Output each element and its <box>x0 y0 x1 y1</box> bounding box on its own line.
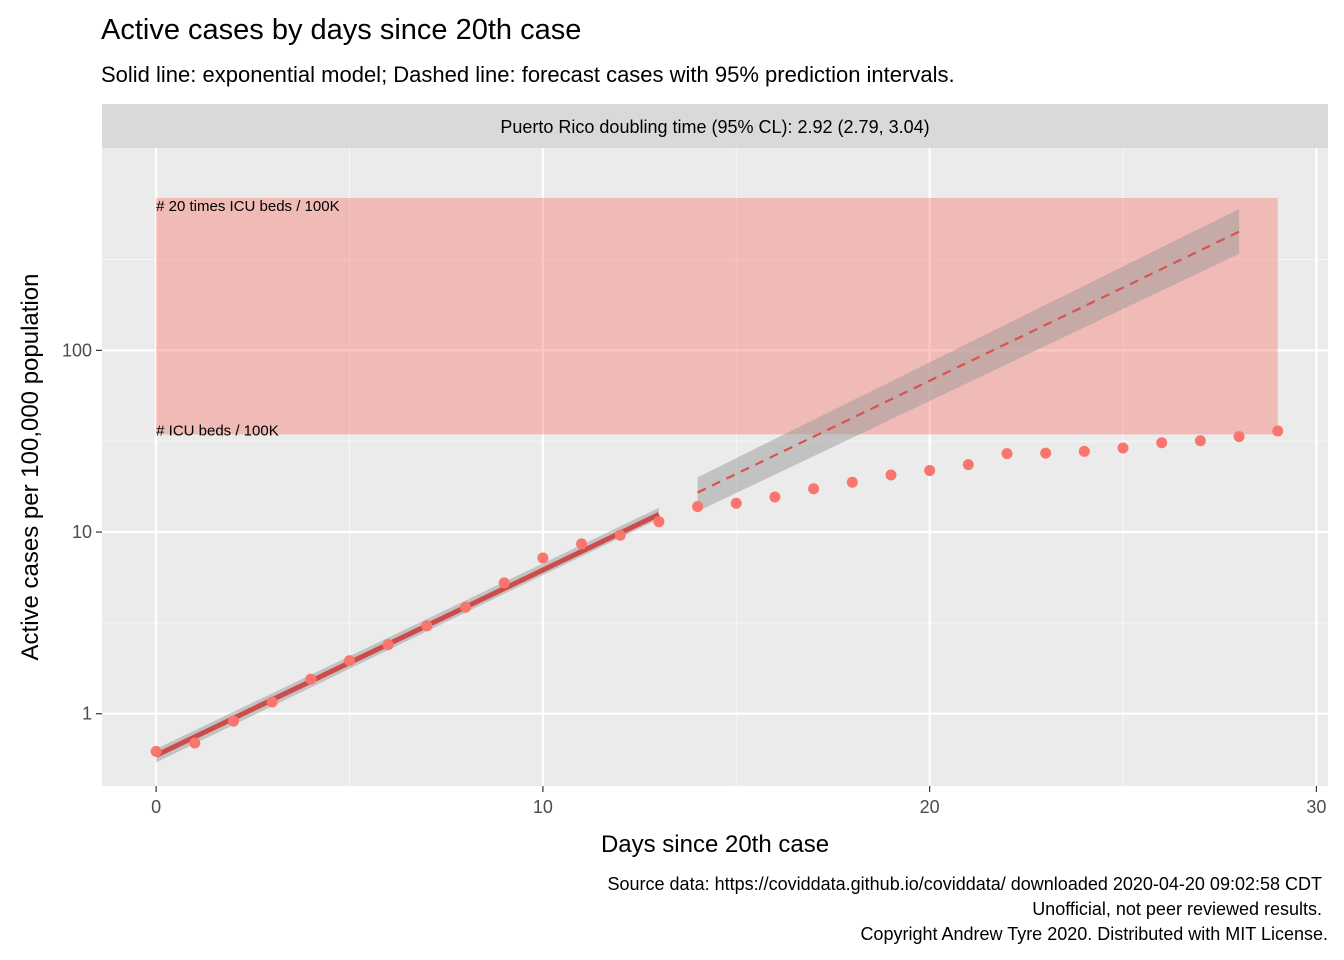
data-point <box>924 465 936 477</box>
data-point <box>421 620 433 632</box>
data-point <box>227 715 239 727</box>
icu-band <box>156 197 1278 435</box>
data-point <box>1040 447 1052 459</box>
x-axis-title: Days since 20th case <box>601 831 829 858</box>
data-point <box>962 459 974 471</box>
y-tick-label: 1 <box>82 704 92 724</box>
x-tick-label: 20 <box>920 797 940 817</box>
model-fit-line <box>155 512 661 758</box>
grid-lines <box>102 148 1328 786</box>
facet-label: Puerto Rico doubling time (95% CL): 2.92… <box>500 117 929 137</box>
y-tick-label: 100 <box>62 340 92 360</box>
data-point <box>1078 445 1090 457</box>
data-point <box>1233 431 1245 443</box>
x-tick-label: 0 <box>151 797 161 817</box>
facet-strip <box>102 104 1328 148</box>
data-point <box>1272 425 1284 437</box>
data-point <box>653 516 665 528</box>
data-point <box>1156 437 1168 449</box>
data-point <box>537 552 549 564</box>
data-point <box>846 476 858 488</box>
data-point <box>1194 435 1206 447</box>
data-point <box>1117 442 1129 454</box>
data-point <box>614 529 626 541</box>
data-point <box>769 491 781 503</box>
data-point <box>692 501 704 513</box>
data-point <box>305 673 317 685</box>
data-point <box>189 737 201 749</box>
data-point <box>808 483 820 495</box>
annotations-layer: # 20 times ICU beds / 100K # ICU beds / … <box>156 198 339 439</box>
data-point <box>150 745 162 757</box>
chart-subtitle: Solid line: exponential model; Dashed li… <box>101 62 955 87</box>
y-tick-label: 10 <box>72 522 92 542</box>
data-point <box>576 538 588 550</box>
data-point <box>498 577 510 589</box>
data-point <box>1001 448 1013 460</box>
data-point <box>460 601 472 613</box>
caption-source: Source data: https://coviddata.github.io… <box>608 874 1322 894</box>
axes-layer: 0 10 20 30 1 10 100 <box>62 340 1326 817</box>
icu-band-label-lower: # ICU beds / 100K <box>156 422 279 439</box>
points-layer <box>150 425 1284 757</box>
data-point <box>382 639 394 651</box>
caption-disclaimer: Unofficial, not peer reviewed results. <box>1032 899 1322 919</box>
line-layer <box>155 230 1240 758</box>
forecast-prediction-interval <box>697 209 1240 512</box>
chart-title: Active cases by days since 20th case <box>101 14 581 46</box>
x-tick-label: 10 <box>533 797 553 817</box>
data-point <box>266 696 278 708</box>
data-point <box>344 655 356 667</box>
x-tick-label: 30 <box>1306 797 1326 817</box>
forecast-line <box>697 230 1240 494</box>
icu-band-label-upper: # 20 times ICU beds / 100K <box>156 198 339 215</box>
y-axis-title: Active cases per 100,000 population <box>17 274 44 661</box>
data-point <box>885 469 897 481</box>
caption-copyright: Copyright Andrew Tyre 2020. Distributed … <box>860 924 1328 944</box>
data-point <box>730 497 742 509</box>
icu-band-layer <box>156 197 1278 435</box>
